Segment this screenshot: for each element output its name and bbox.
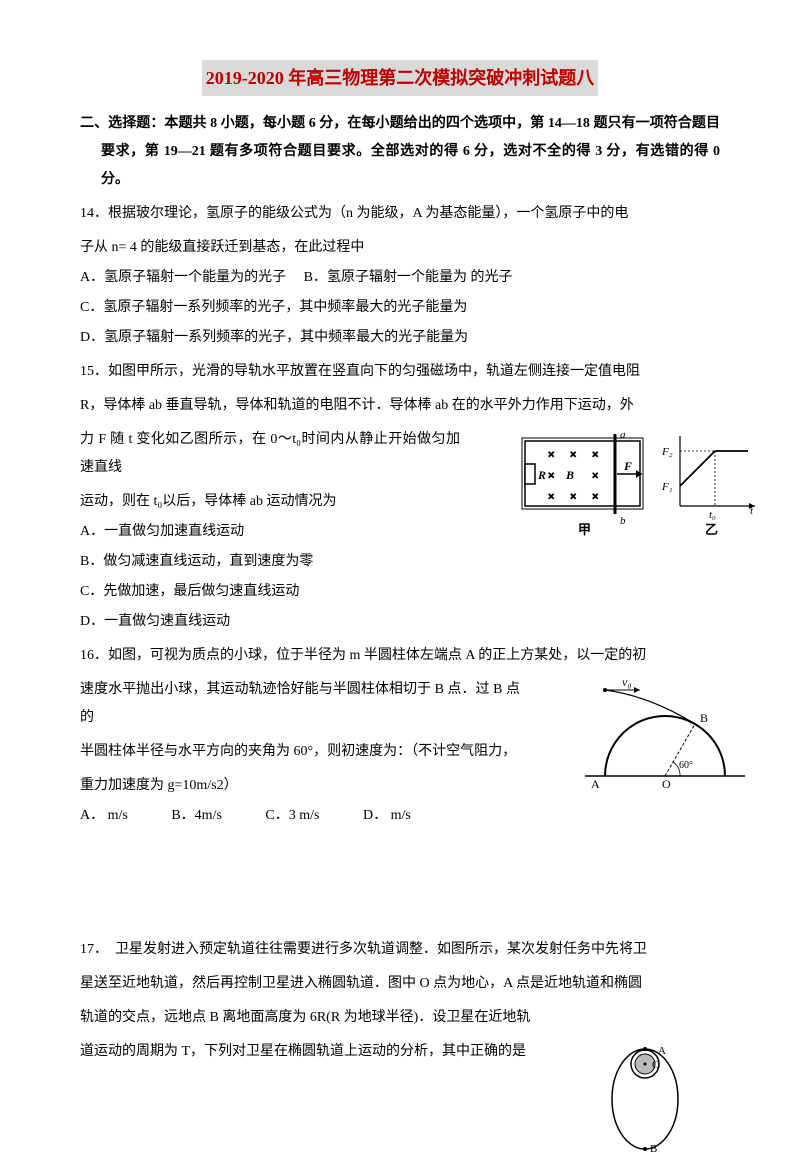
q14-stem1: 14．根据玻尔理论，氢原子的能级公式为（n 为能级，A 为基态能量），一个氢原子…	[80, 200, 720, 228]
q16-figure: A B O v₀ 60°	[580, 676, 750, 796]
page-title: 2019-2020 年高三物理第二次模拟突破冲刺试题八	[202, 60, 599, 96]
svg-text:×: ×	[592, 491, 598, 503]
q14-optC: C．氢原子辐射一系列频率的光子，其中频率最大的光子能量为	[80, 294, 720, 322]
svg-text:v₀: v₀	[622, 676, 632, 689]
q15-stem4: 运动，则在 t₀以后，导体棒 ab 运动情况为	[80, 488, 460, 516]
svg-text:F₁: F₁	[661, 481, 673, 493]
svg-text:甲: 甲	[578, 522, 591, 537]
svg-text:b: b	[620, 515, 626, 527]
q14-stem2: 子从 n= 4 的能级直接跃迁到基态，在此过程中	[80, 234, 720, 262]
q15-stem2: R，导体棒 ab 垂直导轨，导体和轨道的电阻不计．导体棒 ab 在的水平外力作用…	[80, 392, 720, 420]
svg-text:×: ×	[570, 449, 576, 461]
q14-optB-text: B．氢原子辐射一个能量为 的光子	[304, 270, 513, 285]
svg-text:×: ×	[548, 470, 554, 482]
q17-stem3: 轨道的交点，远地点 B 离地面高度为 6R(R 为地球半径)．设卫星在近地轨	[80, 1004, 620, 1032]
q15-stem3: 力 F 随 t 变化如乙图所示，在 0～t₀时间内从静止开始做匀加速直线	[80, 426, 460, 482]
q15-figure: × × × × × × × × a b R B F 甲	[520, 426, 760, 546]
section-header: 二、选择题：本题共 8 小题，每小题 6 分，在每小题给出的四个选项中，第 14…	[101, 110, 720, 194]
svg-text:×: ×	[592, 449, 598, 461]
svg-text:F₂: F₂	[661, 446, 673, 458]
svg-text:R: R	[537, 468, 546, 482]
svg-text:A: A	[591, 777, 600, 791]
q15-optB: B．做匀减速直线运动，直到速度为零	[80, 548, 460, 576]
svg-text:O: O	[652, 1059, 660, 1071]
q16-optA: A． m/s	[80, 802, 128, 830]
svg-text:×: ×	[548, 491, 554, 503]
svg-text:×: ×	[592, 470, 598, 482]
svg-text:×: ×	[548, 449, 554, 461]
svg-text:O: O	[662, 777, 671, 791]
svg-text:60°: 60°	[679, 760, 693, 771]
q17-stem4: 道运动的周期为 T，下列对卫星在椭圆轨道上运动的分析，其中正确的是	[80, 1038, 620, 1066]
q16-stem1: 16．如图，可视为质点的小球，位于半径为 m 半圆柱体左端点 A 的正上方某处，…	[80, 642, 720, 670]
svg-text:F: F	[623, 459, 632, 473]
q16-optC: C．3 m/s	[265, 802, 319, 830]
q16-optB: B．4m/s	[171, 802, 222, 830]
svg-text:B: B	[700, 711, 708, 725]
q14-optD: D．氢原子辐射一系列频率的光子，其中频率最大的光子能量为	[80, 324, 720, 352]
q16-stem3: 半圆柱体半径与水平方向的夹角为 60°，则初速度为：（不计空气阻力，	[80, 738, 520, 766]
q15-stem1: 15．如图甲所示，光滑的导轨水平放置在竖直向下的匀强磁场中，轨道左侧连接一定值电…	[80, 358, 720, 386]
q16-stem4: 重力加速度为 g=10m/s2）	[80, 772, 520, 800]
q14-optA: A．氢原子辐射一个能量为的光子 B．氢原子辐射一个能量为 的光子	[80, 264, 720, 292]
q15-optD: D．一直做匀速直线运动	[80, 608, 460, 636]
svg-text:B: B	[565, 468, 574, 482]
q17-stem1: 17． 卫星发射进入预定轨道往往需要进行多次轨道调整．如图所示，某次发射任务中先…	[80, 936, 720, 964]
svg-text:a: a	[620, 429, 626, 441]
q14-optA-text: A．氢原子辐射一个能量为的光子	[80, 270, 286, 285]
q16-options: A． m/s B．4m/s C．3 m/s D． m/s	[80, 802, 520, 830]
q17-figure: A O B	[600, 1044, 690, 1154]
q16-optD: D． m/s	[363, 802, 411, 830]
q15-optA: A．一直做匀加速直线运动	[80, 518, 460, 546]
svg-text:A: A	[658, 1045, 666, 1057]
svg-text:B: B	[650, 1143, 657, 1154]
q16-stem2: 速度水平抛出小球，其运动轨迹恰好能与半圆柱体相切于 B 点．过 B 点的	[80, 676, 520, 732]
q17-stem2: 星送至近地轨道，然后再控制卫星进入椭圆轨道．图中 O 点为地心，A 点是近地轨道…	[80, 970, 720, 998]
svg-text:×: ×	[570, 491, 576, 503]
q15-optC: C．先做加速，最后做匀速直线运动	[80, 578, 460, 606]
svg-text:t₀: t₀	[709, 509, 716, 521]
svg-text:乙: 乙	[705, 522, 718, 537]
